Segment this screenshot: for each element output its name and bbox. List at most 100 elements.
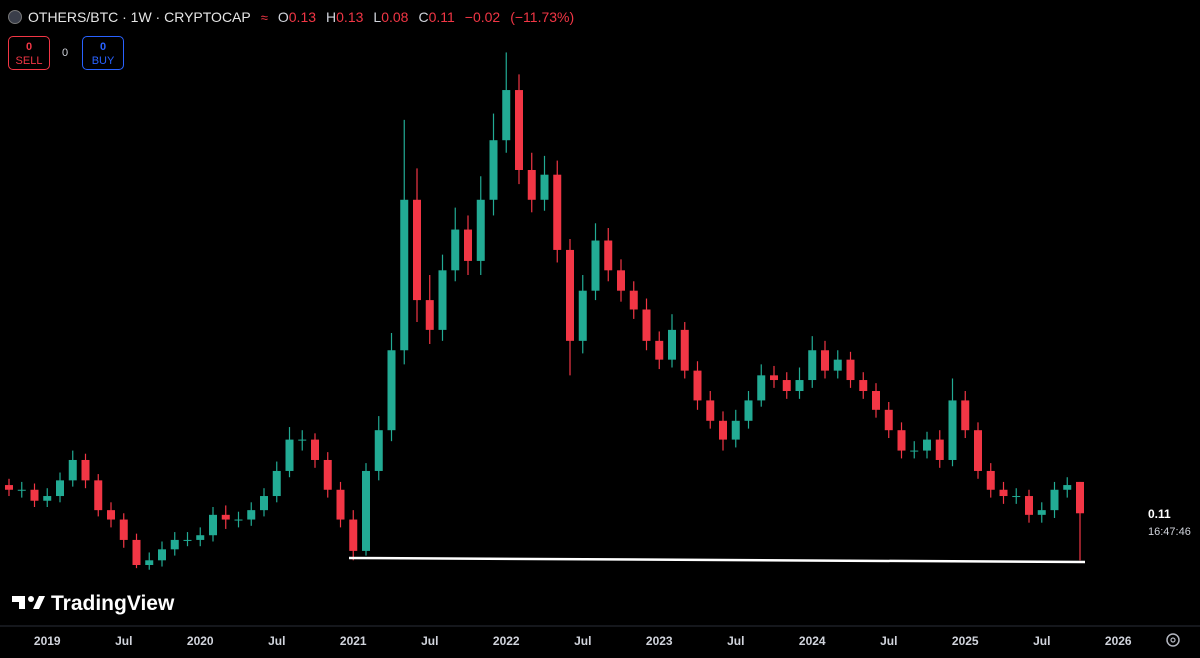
candle-body (17, 489, 26, 491)
candle-body (833, 359, 842, 371)
candle-body (935, 439, 944, 460)
buy-button[interactable]: 0 BUY (82, 36, 124, 70)
candle-body (170, 539, 179, 550)
x-tick-label: 2020 (187, 634, 214, 648)
settings-icon[interactable] (1166, 633, 1180, 647)
candle-body (668, 329, 676, 360)
candle-body (859, 380, 868, 392)
sell-label[interactable]: SELL (15, 55, 43, 67)
x-tick-label: 2024 (799, 634, 826, 648)
candle-body (578, 290, 587, 341)
ohlc-value: 0.13 (288, 9, 317, 25)
candle-body (974, 430, 982, 471)
logo-dot (28, 596, 34, 602)
candle-body (821, 350, 829, 371)
x-tick-label: Jul (727, 634, 744, 648)
candle-body (298, 439, 307, 441)
sell-button[interactable]: 0 SELL (8, 36, 50, 70)
candle-body (260, 496, 268, 511)
candle-body (872, 391, 880, 410)
candles (5, 52, 1084, 570)
candle-body (196, 535, 205, 540)
ohlc-value: 0.08 (381, 9, 409, 25)
candle-body (1063, 485, 1072, 490)
candle-body (362, 470, 370, 551)
x-tick-label: 2021 (340, 634, 367, 648)
candle-body (56, 480, 64, 497)
candle-body (795, 380, 804, 392)
candle-body (553, 174, 562, 250)
logo-mark (12, 596, 25, 609)
candle-body (132, 539, 141, 566)
candle-body (1025, 496, 1033, 515)
candle-body (566, 249, 574, 341)
candle-body (910, 450, 919, 452)
x-tick-label: 2026 (1105, 634, 1132, 648)
candle-body (234, 519, 243, 521)
candle-body (272, 470, 281, 497)
candle-body (425, 300, 434, 330)
candle-body (1076, 481, 1084, 514)
candle-body (183, 539, 192, 541)
candle-body (81, 459, 90, 481)
candle-body (476, 199, 485, 261)
candle-body (30, 489, 39, 501)
candle-body (489, 140, 498, 200)
candle-body (770, 375, 778, 381)
candle-body (808, 350, 817, 381)
candle-body (782, 380, 791, 392)
candle-body (655, 340, 664, 360)
candle-body (986, 470, 995, 490)
ohlc-value: 0.13 (336, 9, 364, 25)
candle-body (897, 430, 906, 451)
candle-body (923, 439, 931, 451)
candle-body (451, 229, 460, 271)
brand: TradingView (51, 592, 175, 615)
candle-body (145, 560, 154, 566)
symbol: OTHERS/BTC · 1W · CRYPTOCAP (28, 9, 251, 25)
candle-body (629, 290, 638, 310)
support-line[interactable] (348, 556, 1086, 564)
x-tick-label: Jul (421, 634, 438, 648)
sell-price[interactable]: 0 (25, 41, 33, 53)
candle-body (438, 270, 447, 330)
candle-body (604, 240, 613, 271)
candle-body (706, 400, 715, 421)
candle-body (948, 400, 957, 460)
candle-body (311, 439, 319, 460)
x-tick-label: Jul (880, 634, 897, 648)
candle-body (744, 400, 753, 421)
ohlc-key: H (326, 9, 337, 25)
candle-body (884, 409, 893, 431)
x-tick-label: 2019 (34, 634, 61, 648)
candle-body (527, 169, 536, 200)
candle-body (374, 430, 383, 471)
candle-body (5, 485, 13, 490)
buy-label[interactable]: BUY (91, 55, 115, 67)
candle-body (68, 459, 77, 481)
change: −0.02 (464, 9, 501, 25)
market-status: ≈ (260, 9, 268, 25)
candle-body (999, 489, 1008, 497)
candle-body (221, 514, 230, 520)
x-tick-label: Jul (1033, 634, 1050, 648)
candle-body (719, 420, 727, 440)
gear[interactable] (1166, 633, 1180, 647)
candle-body (336, 489, 345, 520)
candle-body (757, 375, 766, 401)
candle-body (680, 329, 689, 371)
gear-center[interactable] (1170, 637, 1176, 643)
candle-body (731, 420, 740, 440)
buy-price[interactable]: 0 (99, 41, 107, 53)
candle-body (119, 519, 128, 540)
candle-body (464, 229, 472, 261)
candle-body (247, 510, 256, 520)
x-tick-label: Jul (574, 634, 591, 648)
candle-body (502, 90, 511, 141)
candle-body (961, 400, 970, 431)
ohlc-key: O (277, 9, 289, 25)
candle-body (158, 549, 166, 561)
symbol-icon (8, 10, 22, 24)
candle-body (387, 350, 396, 431)
